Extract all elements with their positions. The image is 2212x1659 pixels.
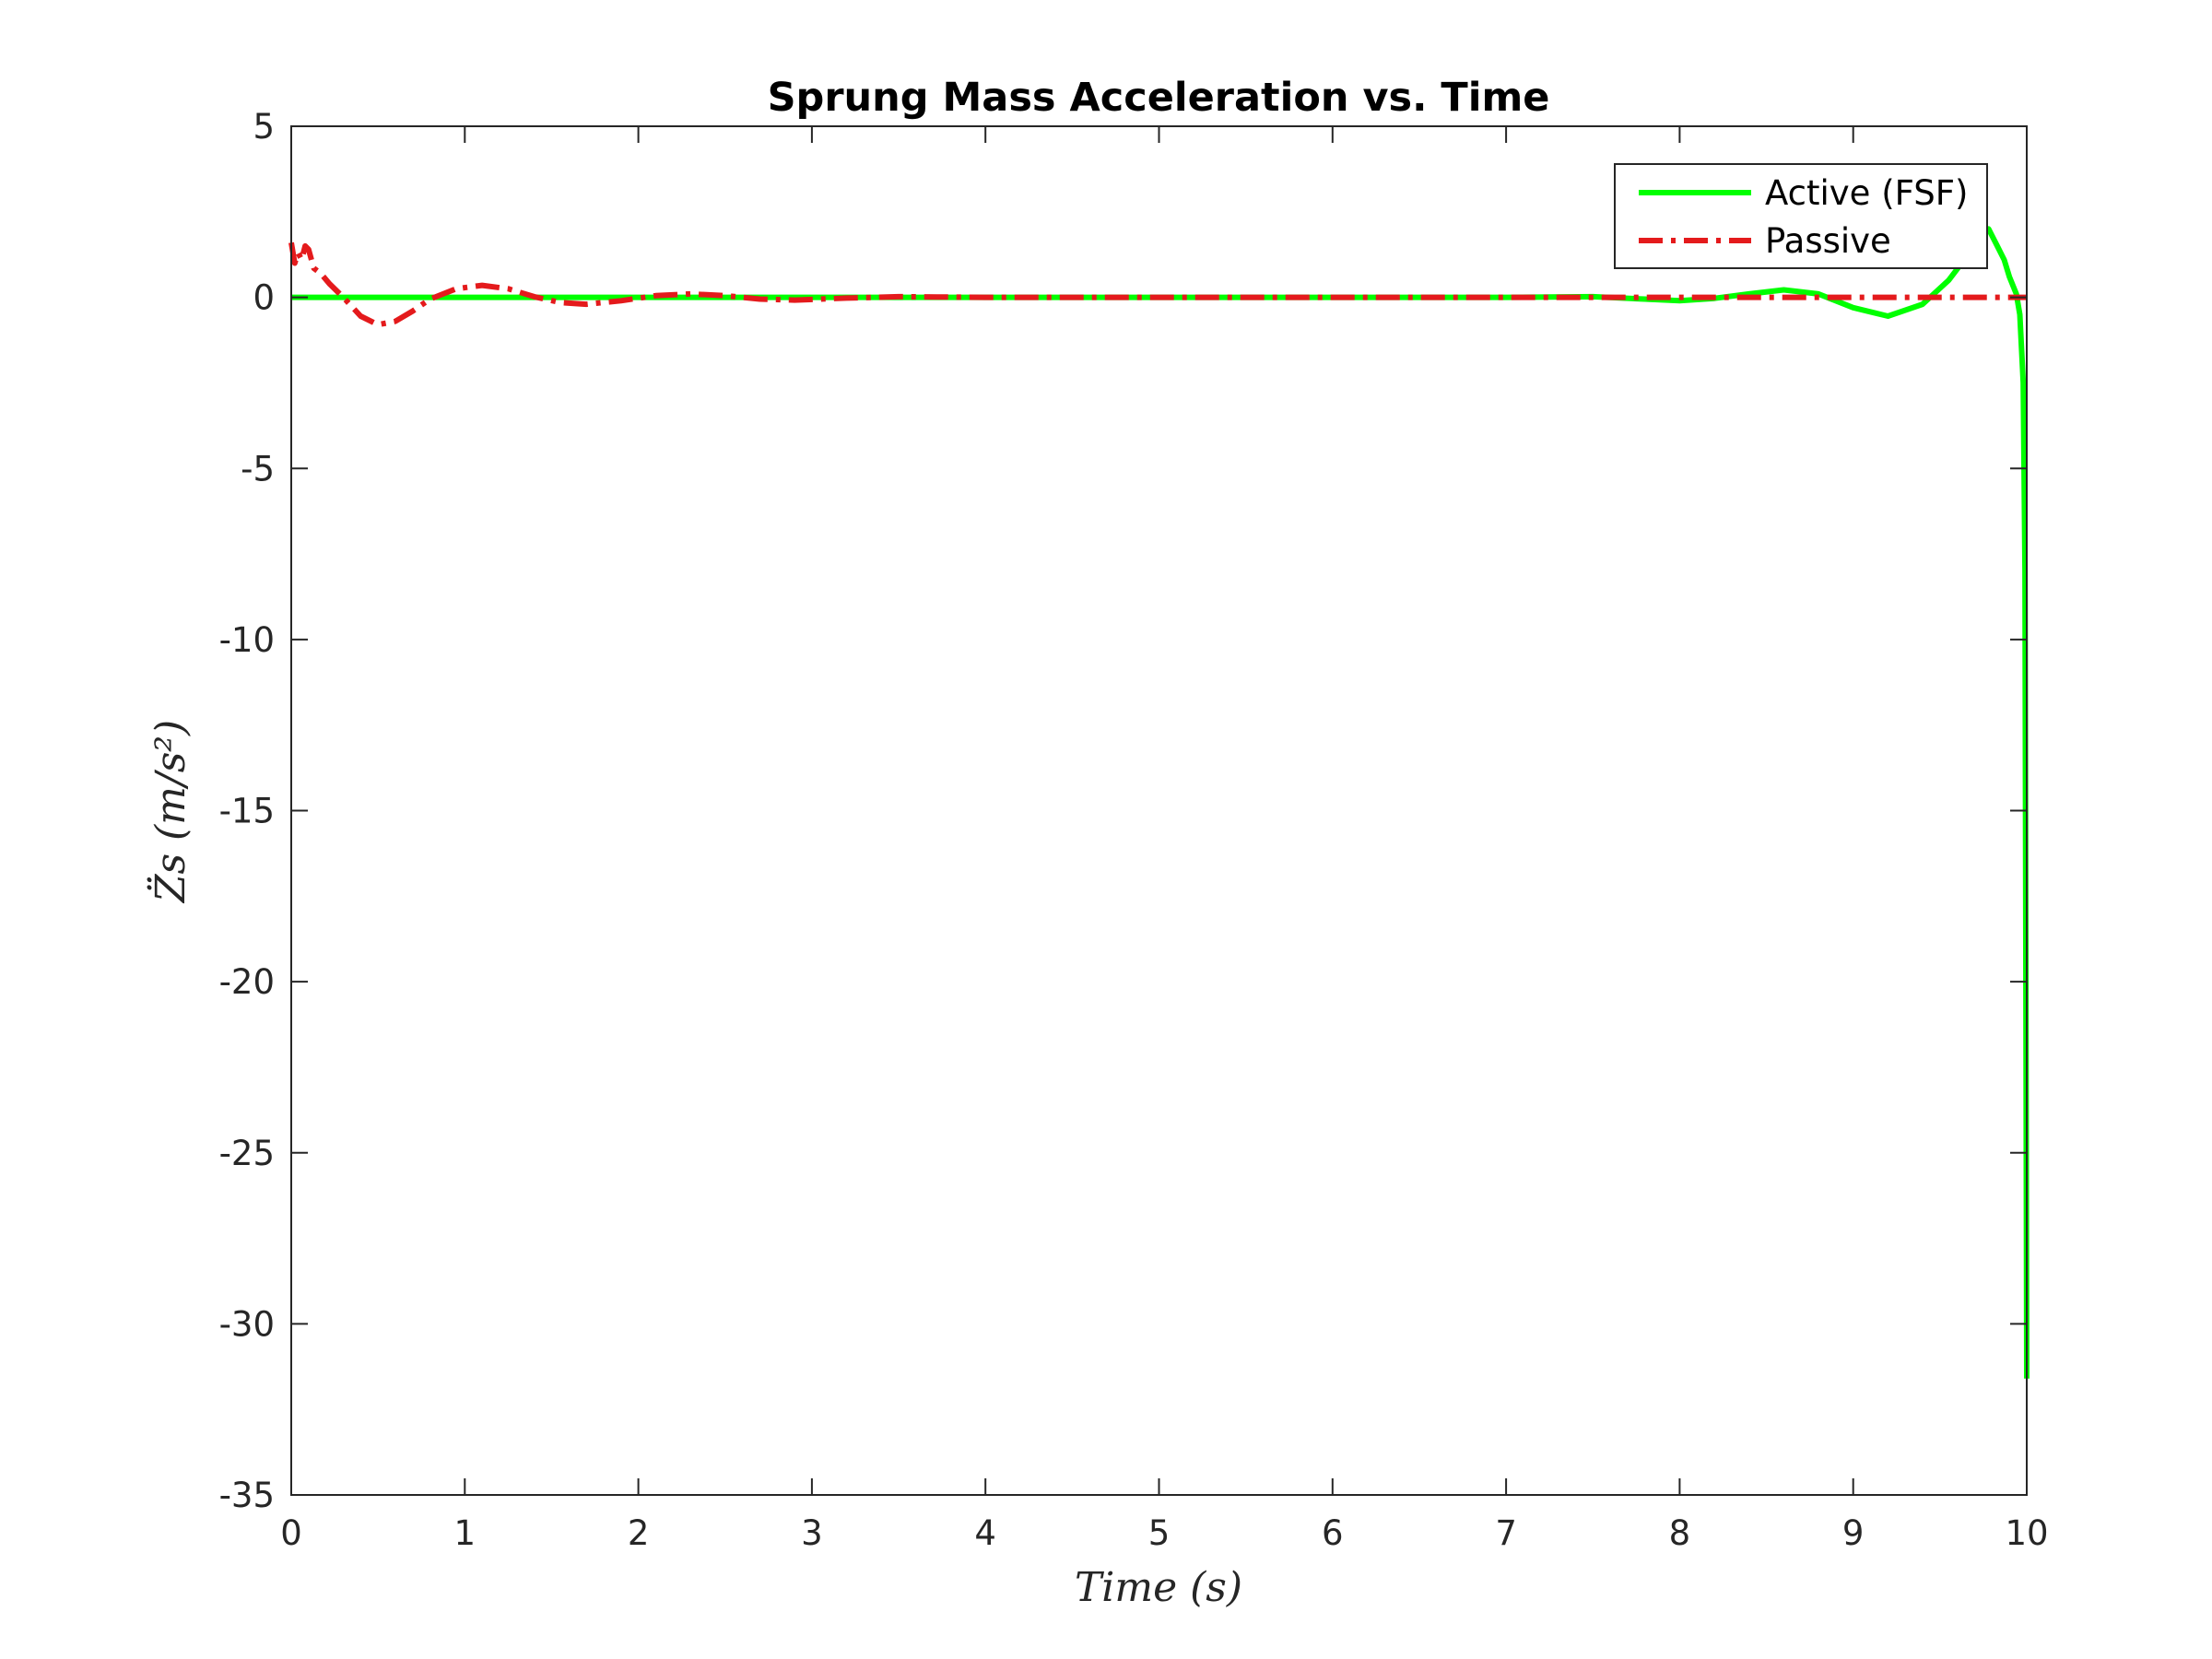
x-tick-label: 0 [280, 1513, 302, 1553]
x-tick-label: 6 [1322, 1513, 1344, 1553]
legend-label-active: Active (FSF) [1765, 173, 1968, 213]
y-tick-label: -30 [219, 1304, 275, 1344]
x-tick-label: 4 [974, 1513, 996, 1553]
plot-area [291, 126, 2027, 1495]
x-tick-label: 1 [454, 1513, 477, 1553]
y-axis-label: Z̈s (m/s²) [146, 720, 194, 904]
chart-title: Sprung Mass Acceleration vs. Time [768, 75, 1550, 121]
y-tick-label: -15 [219, 792, 275, 831]
x-tick-label: 8 [1669, 1513, 1691, 1553]
y-tick-label: -35 [219, 1476, 275, 1515]
y-tick-label: -10 [219, 620, 275, 660]
series-layer [288, 226, 2030, 1379]
legend: Active (FSF) Passive [1614, 163, 1988, 269]
x-tick-label: 2 [628, 1513, 650, 1553]
legend-label-passive: Passive [1765, 221, 1891, 261]
y-tick-label: -20 [219, 962, 275, 1002]
y-tick-label: -25 [219, 1134, 275, 1173]
legend-box [1614, 163, 1988, 269]
series-line-passive [288, 241, 2027, 328]
y-tick-label: 5 [253, 107, 275, 147]
x-tick-label: 5 [1148, 1513, 1171, 1553]
x-tick-label: 9 [1842, 1513, 1865, 1553]
x-tick-label: 7 [1495, 1513, 1517, 1553]
y-tick-label: 0 [253, 278, 275, 318]
y-tick-label: -5 [241, 449, 275, 488]
x-tick-label: 3 [801, 1513, 823, 1553]
x-axis-label: Time (s) [1075, 1564, 1242, 1611]
tick-layer: 0 1 2 3 4 5 6 7 8 9 10 5 0 -5 -10 -15 -20 -25 -30 -35 [219, 107, 2049, 1553]
x-tick-label: 10 [2005, 1513, 2048, 1553]
